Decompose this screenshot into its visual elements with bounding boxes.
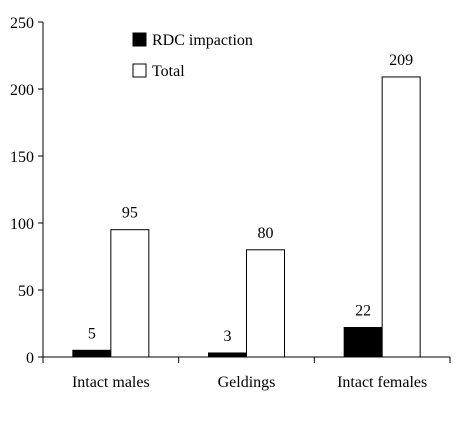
y-tick-label: 100	[10, 216, 34, 233]
bar-total	[110, 229, 150, 358]
data-label: 95	[122, 205, 138, 222]
y-tick-label: 250	[10, 15, 34, 32]
x-category-label: Intact females	[337, 374, 427, 391]
x-category-label: Intact males	[72, 374, 150, 391]
legend-label: Total	[152, 63, 185, 80]
data-labels: 5 95 3 80 22 209	[88, 52, 413, 345]
y-tick-label: 150	[10, 149, 34, 166]
bar-rdc-impaction	[343, 327, 383, 358]
legend-label: RDC impaction	[152, 32, 253, 49]
bar-rdc-impaction	[208, 352, 247, 358]
legend: RDC impaction Total	[132, 32, 253, 80]
y-axis: 0 50 100 150 200 250	[10, 15, 44, 367]
data-label: 209	[389, 52, 413, 69]
data-label: 80	[258, 225, 274, 242]
y-tick-label: 50	[18, 283, 34, 300]
bars	[72, 76, 421, 358]
x-category-label: Geldings	[218, 374, 276, 391]
y-tick-label: 200	[10, 82, 34, 99]
legend-swatch	[132, 32, 147, 47]
legend-swatch	[132, 63, 147, 78]
bar-rdc-impaction	[72, 349, 112, 358]
y-tick-label: 0	[26, 350, 34, 367]
data-label: 5	[88, 325, 96, 342]
x-axis: Intact males Geldings Intact females	[42, 356, 451, 391]
bar-total	[246, 249, 285, 358]
bar-total	[381, 76, 421, 358]
data-label: 22	[355, 303, 371, 320]
data-label: 3	[224, 328, 232, 345]
